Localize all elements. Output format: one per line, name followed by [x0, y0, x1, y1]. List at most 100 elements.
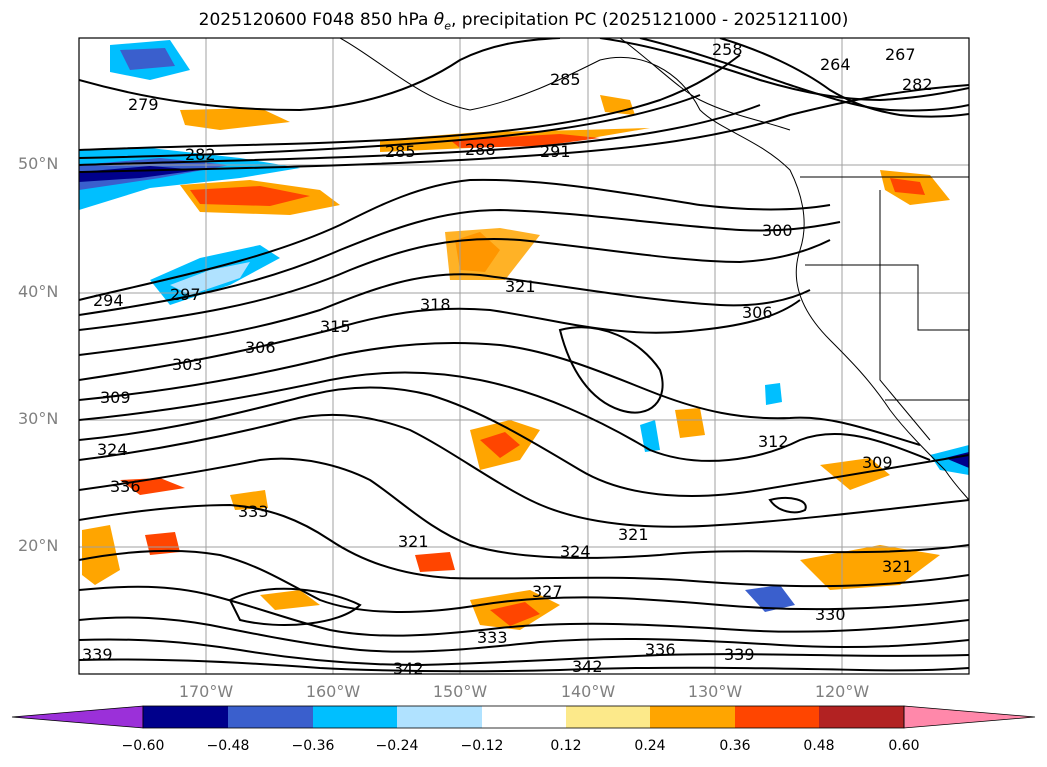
theta-e-contours [79, 38, 969, 673]
precip-blob-orange-sw [82, 525, 120, 585]
colorbar-tick-label: 0.48 [803, 738, 835, 754]
contour-315 [79, 386, 969, 497]
colorbar-tick-label: 0.60 [888, 738, 920, 754]
colorbar-bin-8 [735, 706, 819, 728]
contour-label-336-south: 336 [645, 640, 676, 659]
border-state-ne [880, 264, 969, 331]
contour-label-321: 321 [505, 277, 536, 296]
contour-label-285: 285 [385, 142, 416, 161]
contour-label-279: 279 [128, 95, 159, 114]
colorbar-bin-3 [313, 706, 397, 728]
precip-shading [79, 40, 969, 630]
contour-label-342-south: 342 [572, 657, 603, 676]
contour-east-loop [768, 497, 807, 514]
colorbar-tick-label: −0.24 [375, 738, 419, 754]
contour-324 [79, 503, 969, 588]
contour-303 [79, 273, 811, 356]
lat-label-50n: 50°N [18, 154, 59, 173]
contour-label-339-west: 339 [82, 645, 113, 664]
contour-291 [79, 84, 969, 173]
contour-label-330: 330 [815, 605, 846, 624]
colorbar-tick-label: −0.12 [460, 738, 504, 754]
contour-336 [79, 638, 969, 667]
precip-blob-blue-ne [745, 585, 795, 612]
contour-hawaii-loop [228, 587, 362, 626]
colorbar-tick-label: −0.48 [206, 738, 250, 754]
contour-label-318: 318 [420, 295, 451, 314]
contour-ne-bundle-2 [639, 38, 969, 112]
contour-330 [79, 585, 969, 637]
contour-300 [79, 238, 831, 331]
colorbar-bin-2 [228, 706, 313, 728]
colorbar-bin-1 [143, 706, 228, 728]
contour-label-291: 291 [540, 142, 571, 161]
lon-label-170w: 170°W [178, 682, 234, 701]
contour-label-294: 294 [93, 291, 124, 310]
lon-label-150w: 150°W [432, 682, 488, 701]
colorbar-bin-9 [819, 706, 904, 728]
coast-british-columbia [619, 38, 791, 131]
precip-blob-orange-gulf [180, 108, 290, 130]
precip-blob-red-south [490, 602, 540, 626]
precip-blob-orange-center2 [675, 408, 705, 438]
contour-327 [79, 549, 969, 613]
contour-312 [79, 371, 931, 462]
contour-318 [79, 413, 969, 528]
contour-306 [79, 299, 801, 381]
colorbar [11, 705, 1036, 729]
contour-label-282: 282 [185, 145, 216, 164]
contour-label-336: 336 [110, 477, 141, 496]
contour-282 [79, 54, 741, 151]
contour-label-309-east: 309 [862, 453, 893, 472]
contour-label-264: 264 [820, 55, 851, 74]
contour-label-324: 324 [97, 440, 128, 459]
lat-label-20n: 20°N [18, 536, 59, 555]
contour-294 [79, 178, 831, 301]
title-tail: , precipitation PC (2025121000 - 2025121… [450, 10, 849, 30]
contour-297 [79, 208, 841, 316]
precip-blob-blue-top-core [120, 48, 175, 70]
contour-label-324-south: 324 [560, 542, 591, 561]
colorbar-frame [142, 705, 905, 729]
contour-labels: 279 282 285 288 291 294 297 300 303 306 … [82, 40, 933, 676]
contour-285 [79, 94, 701, 159]
contour-label-309: 309 [100, 388, 131, 407]
contour-339 [79, 658, 969, 673]
precip-blob-orange-mid [445, 228, 540, 280]
contour-label-282-ne: 282 [902, 75, 933, 94]
colorbar-bin-7 [650, 706, 735, 728]
precip-blob-blue-sw-coast [930, 445, 969, 475]
precip-blob-orange-west3 [260, 590, 320, 610]
precip-blob-orange-hawaii [415, 552, 455, 572]
lon-label-140w: 140°W [560, 682, 616, 701]
lon-label-130w: 130°W [687, 682, 743, 701]
precip-blob-blue-center [640, 420, 660, 452]
map-frame [78, 37, 970, 675]
contour-321 [79, 457, 969, 559]
contour-label-321-east: 321 [882, 557, 913, 576]
colorbar-bin-5 [482, 706, 566, 728]
colorbar-tick-label: 0.12 [550, 738, 582, 754]
title-main: 2025120600 F048 850 hPa [198, 10, 434, 30]
contour-ne-bundle-1 [599, 38, 969, 102]
precip-blob-red-north [190, 186, 310, 206]
contour-label-333-west: 333 [238, 502, 269, 521]
title-theta: θ [433, 10, 445, 30]
colorbar-bin-4 [397, 706, 482, 728]
contour-label-339: 339 [724, 645, 755, 664]
contour-label-288: 288 [465, 140, 496, 159]
contour-279 [79, 38, 561, 112]
coastline [339, 38, 969, 501]
contour-label-285-north: 285 [550, 70, 581, 89]
contour-label-327: 327 [532, 582, 563, 601]
border-state-az [879, 265, 931, 441]
title-theta-sub: e [444, 19, 451, 33]
precip-blob-red-west [145, 532, 180, 555]
lat-label-30n: 30°N [18, 409, 59, 428]
colorbar-tick-label: −0.60 [121, 738, 165, 754]
contour-288 [79, 104, 761, 166]
contour-label-303: 303 [172, 355, 203, 374]
precip-blob-blue-east [765, 383, 782, 405]
contour-label-315: 315 [320, 317, 351, 336]
